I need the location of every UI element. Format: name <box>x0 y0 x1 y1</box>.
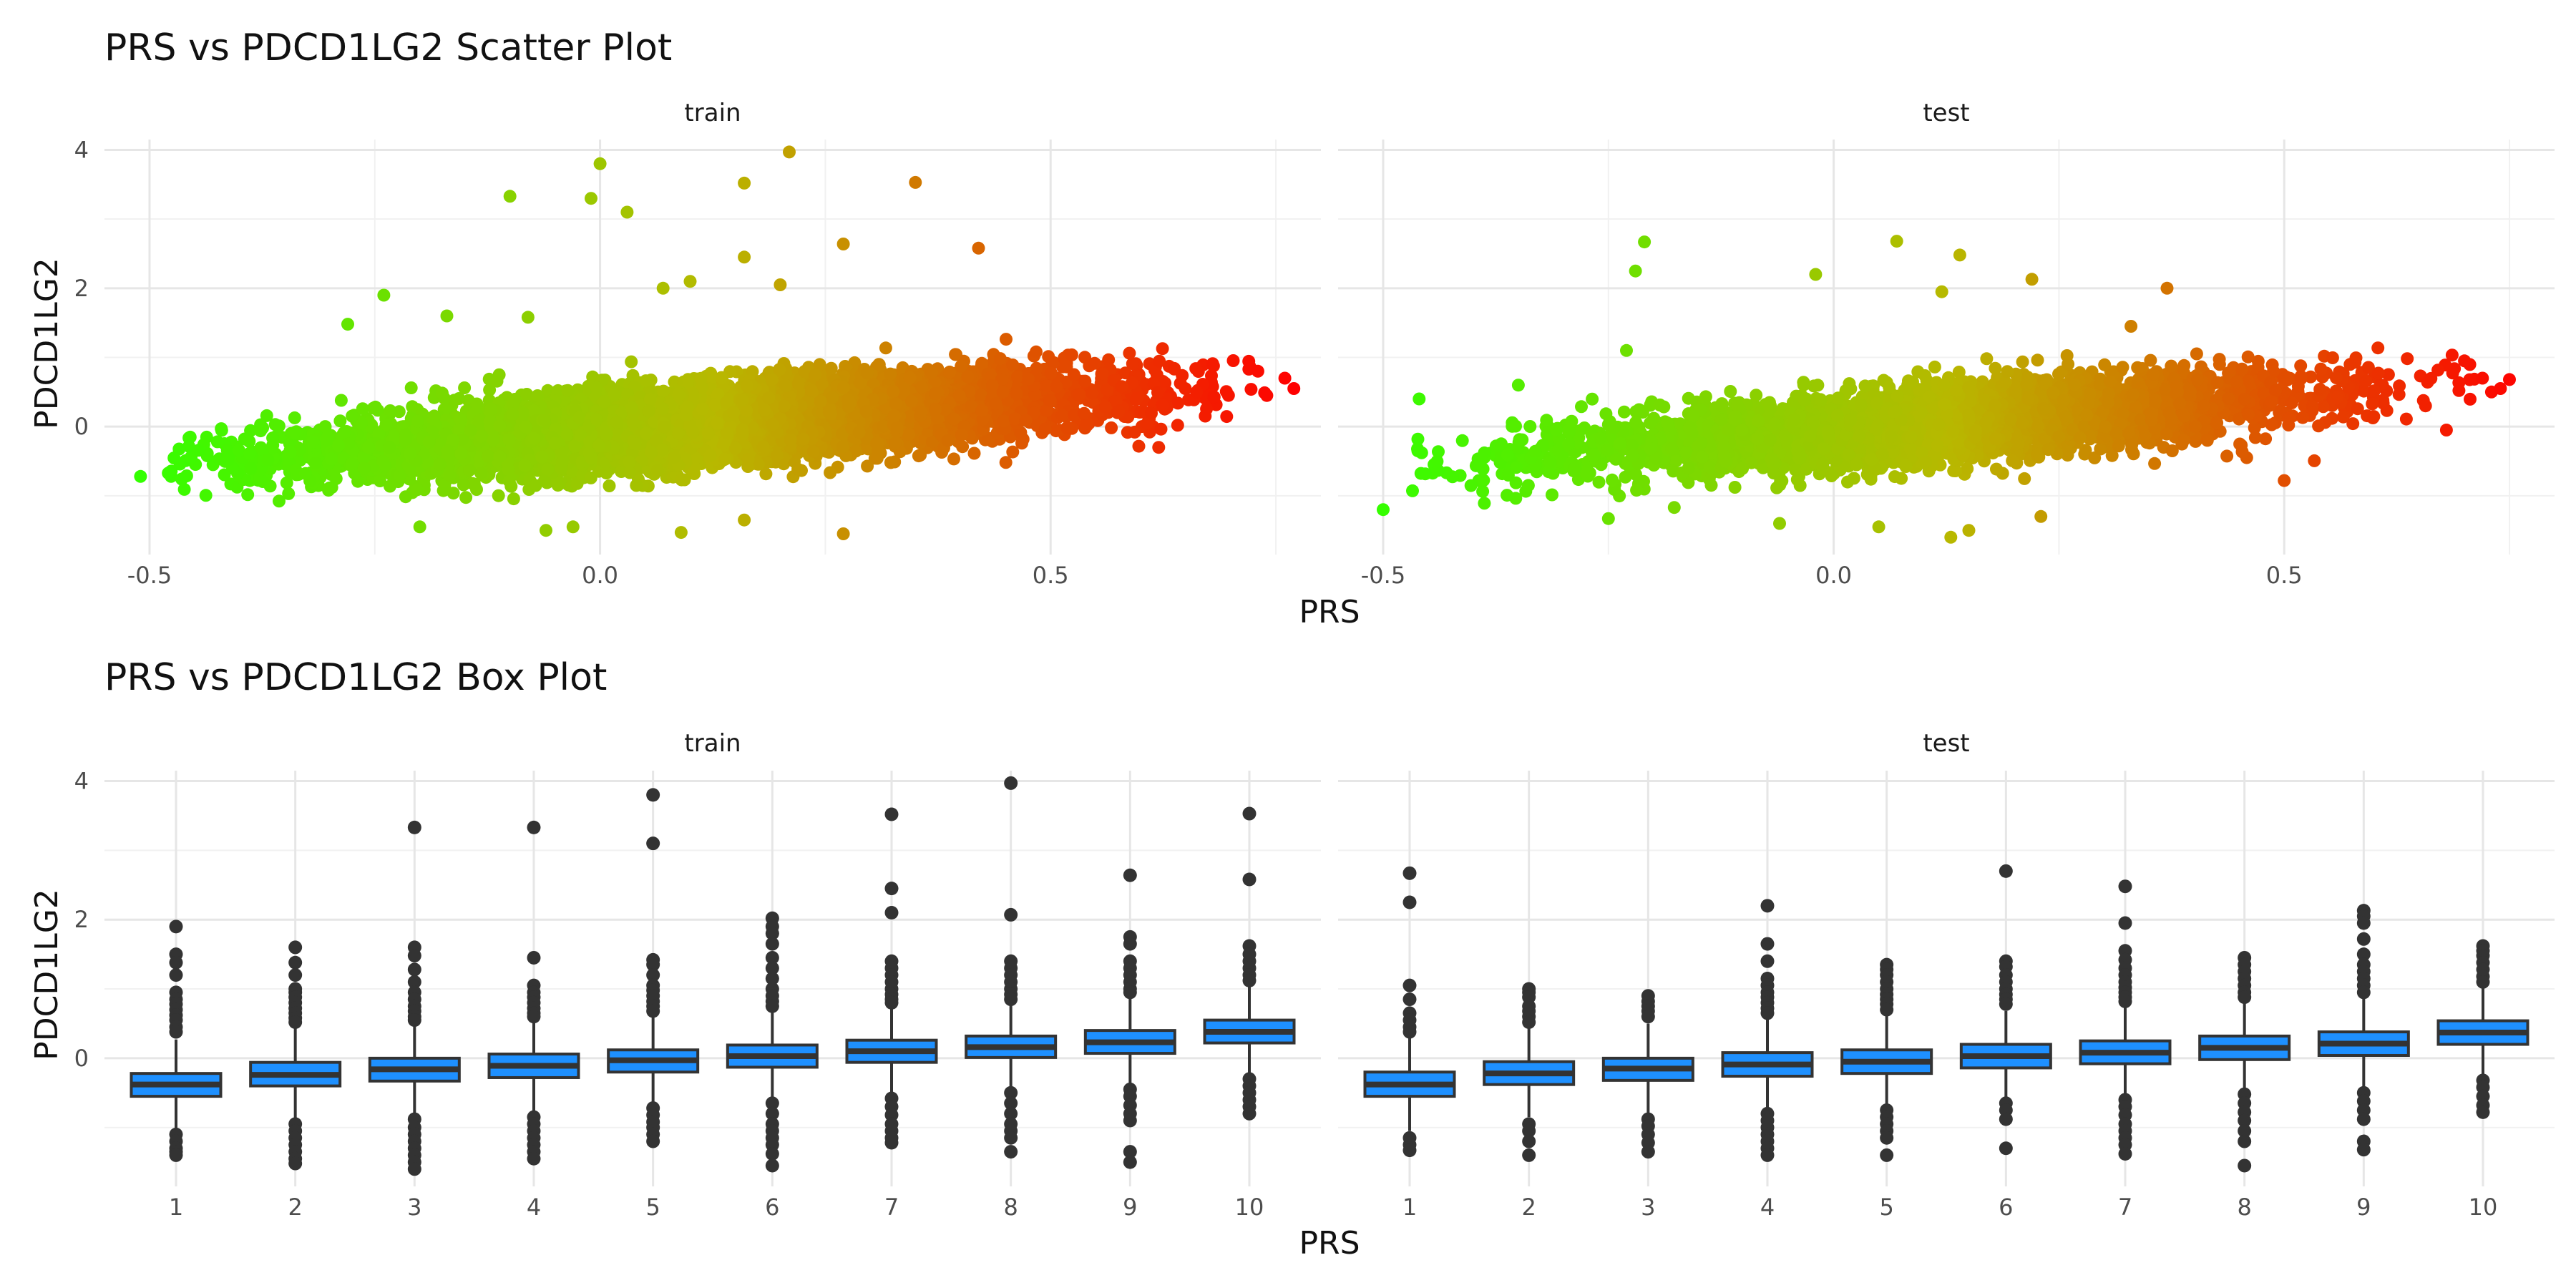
scatter-point <box>1171 419 1184 432</box>
scatter-grid-train <box>104 140 1321 555</box>
scatter-point <box>1206 359 1220 373</box>
scatter-point <box>200 430 213 444</box>
scatter-point <box>1102 353 1116 366</box>
scatter-panel-train: train -0.5 0.0 0.5 024 <box>74 99 1321 589</box>
scatter-point <box>759 467 773 481</box>
scatter-point <box>1000 333 1013 346</box>
scatter-point <box>507 492 520 506</box>
scatter-point <box>333 414 347 428</box>
scatter-point <box>334 394 348 407</box>
scatter-points-train <box>134 145 1301 540</box>
scatter-point <box>1118 366 1132 380</box>
scatter-section: PRS vs PDCD1LG2 Scatter Plot train -0.5 0… <box>29 26 2555 630</box>
scatter-point <box>1132 439 1146 453</box>
scatter-point <box>1030 345 1043 358</box>
scatter-strip-train: train <box>684 99 741 127</box>
scatter-point <box>1226 354 1240 367</box>
scatter-point <box>492 489 505 502</box>
scatter-point <box>399 490 412 504</box>
scatter-point <box>947 452 960 466</box>
scatter-point <box>824 466 837 479</box>
scatter-title: PRS vs PDCD1LG2 Scatter Plot <box>104 26 672 69</box>
scatter-point <box>999 456 1013 469</box>
scatter-point <box>1105 421 1118 434</box>
scatter-point <box>967 447 981 460</box>
scatter-point <box>630 479 643 492</box>
scatter-point <box>282 487 296 500</box>
scatter-point <box>1156 342 1169 356</box>
scatter-point <box>273 494 286 508</box>
scatter-point <box>1154 422 1168 436</box>
scatter-point <box>1220 410 1234 424</box>
scatter-point <box>243 434 256 448</box>
